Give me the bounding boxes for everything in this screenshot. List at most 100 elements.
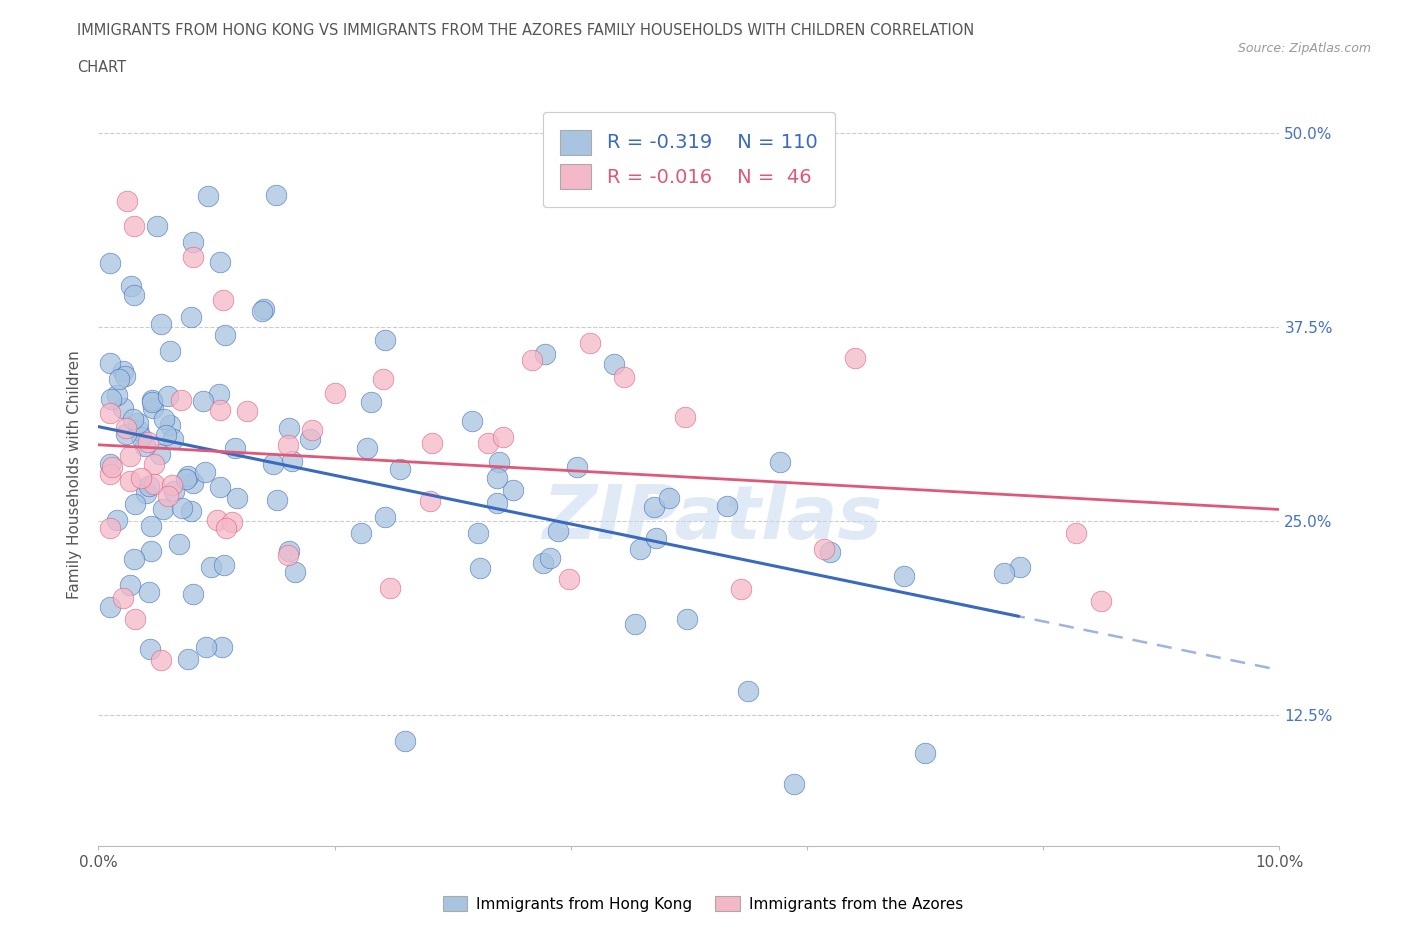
Point	[139, 642, 162, 657]
Point	[124, 611, 146, 626]
Point	[180, 310, 202, 325]
Point	[212, 558, 235, 573]
Point	[114, 426, 136, 441]
Point	[211, 292, 233, 307]
Point	[143, 477, 166, 492]
Point	[170, 500, 193, 515]
Point	[100, 392, 122, 406]
Point	[502, 483, 524, 498]
Point	[124, 287, 146, 302]
Point	[534, 346, 557, 361]
Point	[118, 473, 141, 488]
Point	[675, 612, 697, 627]
Point	[323, 386, 346, 401]
Point	[769, 455, 792, 470]
Point	[115, 193, 138, 208]
Point	[486, 496, 509, 511]
Point	[195, 639, 218, 654]
Point	[208, 403, 231, 418]
Point	[236, 404, 259, 418]
Point	[124, 497, 146, 512]
Point	[783, 777, 806, 791]
Point	[180, 503, 202, 518]
Point	[643, 499, 665, 514]
Point	[181, 250, 204, 265]
Point	[138, 478, 160, 493]
Point	[200, 560, 222, 575]
Point	[673, 410, 696, 425]
Point	[105, 388, 128, 403]
Point	[159, 418, 181, 432]
Point	[127, 423, 149, 438]
Point	[181, 475, 204, 490]
Point	[120, 278, 142, 293]
Point	[98, 256, 121, 271]
Point	[264, 188, 287, 203]
Point	[262, 457, 284, 472]
Point	[644, 531, 666, 546]
Point	[135, 485, 157, 500]
Point	[224, 440, 246, 455]
Point	[284, 565, 307, 579]
Point	[207, 387, 229, 402]
Point	[419, 493, 441, 508]
Point	[485, 471, 508, 485]
Point	[98, 599, 121, 614]
Point	[993, 565, 1015, 580]
Point	[141, 392, 163, 407]
Point	[156, 389, 179, 404]
Point	[211, 640, 233, 655]
Point	[139, 543, 162, 558]
Point	[914, 746, 936, 761]
Point	[98, 355, 121, 370]
Point	[1010, 560, 1032, 575]
Point	[98, 521, 121, 536]
Point	[538, 551, 561, 565]
Point	[613, 370, 636, 385]
Point	[737, 684, 759, 698]
Point	[129, 471, 152, 485]
Text: CHART: CHART	[77, 60, 127, 75]
Point	[111, 401, 134, 416]
Point	[177, 469, 200, 484]
Point	[492, 429, 515, 444]
Point	[623, 617, 645, 631]
Legend: Immigrants from Hong Kong, Immigrants from the Azores: Immigrants from Hong Kong, Immigrants fr…	[437, 889, 969, 918]
Point	[520, 352, 543, 367]
Point	[374, 333, 396, 348]
Point	[844, 351, 866, 365]
Point	[277, 420, 299, 435]
Point	[100, 405, 122, 420]
Point	[488, 455, 510, 470]
Point	[176, 652, 198, 667]
Point	[111, 364, 134, 379]
Point	[183, 587, 205, 602]
Point	[138, 585, 160, 600]
Point	[208, 480, 231, 495]
Point	[120, 449, 142, 464]
Point	[142, 400, 165, 415]
Point	[730, 582, 752, 597]
Point	[578, 336, 600, 351]
Point	[197, 189, 219, 204]
Point	[149, 316, 172, 331]
Point	[149, 653, 172, 668]
Point	[155, 428, 177, 443]
Point	[467, 525, 489, 540]
Point	[1090, 593, 1112, 608]
Point	[115, 420, 138, 435]
Point	[146, 219, 169, 233]
Point	[280, 454, 302, 469]
Point	[1064, 525, 1087, 540]
Point	[108, 371, 131, 386]
Point	[174, 472, 197, 486]
Point	[477, 435, 499, 450]
Point	[122, 219, 145, 233]
Point	[250, 304, 273, 319]
Point	[371, 372, 394, 387]
Point	[298, 432, 321, 446]
Point	[356, 440, 378, 455]
Point	[141, 395, 163, 410]
Point	[360, 395, 382, 410]
Point	[167, 537, 190, 551]
